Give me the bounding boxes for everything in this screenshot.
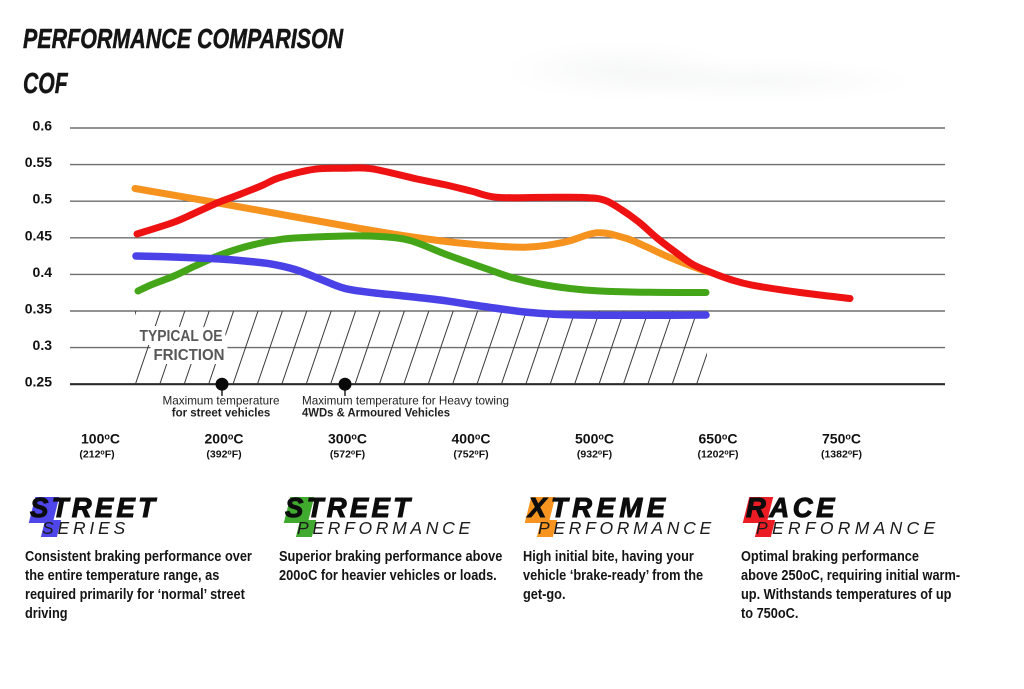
svg-text:750oC: 750oC [822,431,861,447]
svg-text:(572oF): (572oF) [330,449,365,461]
svg-text:0.4: 0.4 [33,264,53,280]
svg-text:200oC: 200oC [205,431,244,447]
svg-text:(392oF): (392oF) [206,449,241,461]
svg-text:FRICTION: FRICTION [154,347,225,364]
svg-text:TYPICAL OE: TYPICAL OE [140,328,223,345]
svg-text:TYPICAL OE: TYPICAL OE [140,328,223,345]
svg-text:(932oF): (932oF) [577,449,612,461]
svg-text:100oC: 100oC [81,431,120,447]
svg-text:4WDs & Armoured Vehicles: 4WDs & Armoured Vehicles [302,406,450,420]
svg-text:Maximum temperature for Heavy: Maximum temperature for Heavy towing [302,394,509,408]
svg-text:650oC: 650oC [699,431,738,447]
svg-text:(1202oF): (1202oF) [697,449,738,461]
svg-text:500oC: 500oC [575,431,614,447]
svg-text:0.55: 0.55 [25,154,52,170]
svg-text:0.3: 0.3 [33,337,53,353]
svg-text:0.35: 0.35 [25,301,52,317]
svg-text:(752oF): (752oF) [453,449,488,461]
svg-text:0.5: 0.5 [33,191,53,207]
svg-text:300oC: 300oC [328,431,367,447]
svg-text:for street vehicles: for street vehicles [172,406,271,420]
svg-text:(212oF): (212oF) [79,449,114,461]
svg-text:0.25: 0.25 [25,374,52,390]
svg-text:0.6: 0.6 [33,118,53,134]
svg-text:400oC: 400oC [452,431,491,447]
svg-text:Maximum temperature: Maximum temperature [163,394,280,408]
svg-text:FRICTION: FRICTION [154,347,225,364]
svg-text:0.45: 0.45 [25,227,52,243]
svg-text:(1382oF): (1382oF) [821,449,862,461]
